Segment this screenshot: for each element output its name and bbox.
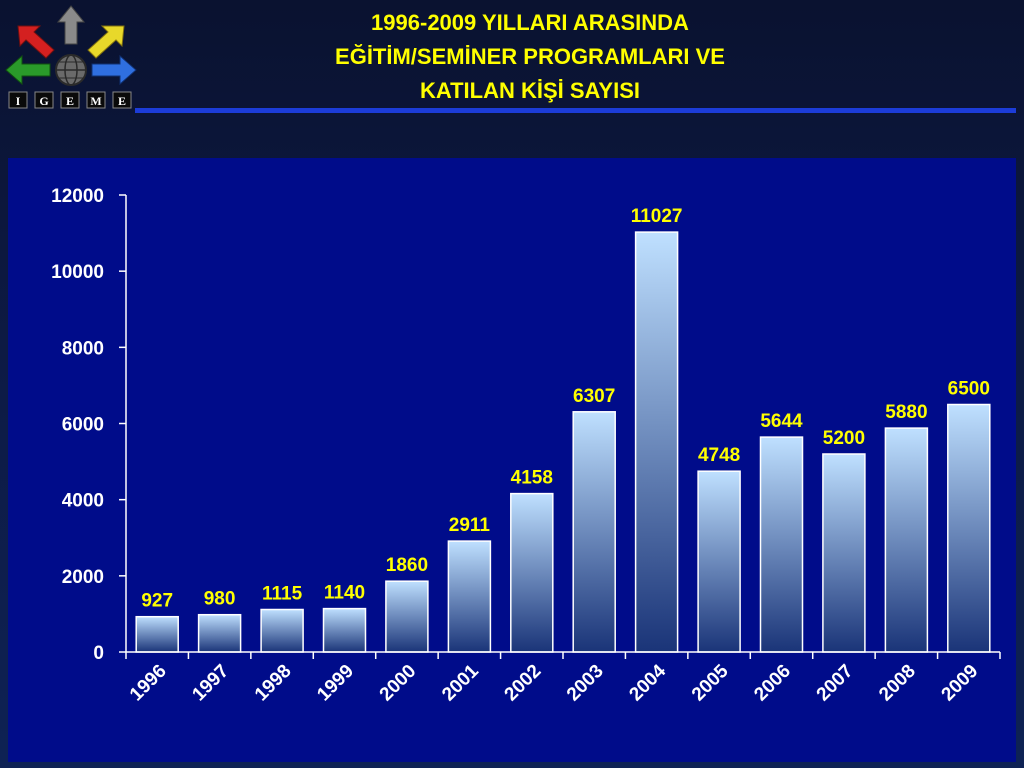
data-label-1997: 980	[204, 589, 236, 610]
data-label-1996: 927	[141, 591, 173, 612]
title-underline	[135, 108, 1016, 113]
y-tick-label-4000: 4000	[62, 491, 104, 512]
data-label-2006: 5644	[760, 411, 803, 432]
bar-2009	[947, 403, 991, 653]
page-title: 1996-2009 YILLARI ARASINDA EĞİTİM/SEMİNE…	[170, 6, 890, 108]
data-label-2001: 2911	[449, 515, 491, 536]
bar-2002	[510, 492, 554, 653]
x-tick-label-2009: 2009	[938, 661, 983, 706]
bar-2004	[634, 231, 679, 653]
title-line-3: KATILAN KİŞİ SAYISI	[419, 78, 641, 103]
logo-letter: E	[118, 94, 126, 108]
logo-letter: M	[90, 94, 101, 108]
bar-1999	[322, 607, 367, 653]
x-tick-label-1998: 1998	[251, 661, 296, 706]
data-label-2000: 1860	[386, 555, 428, 576]
title-line-2: EĞİTİM/SEMİNER PROGRAMLARI VE	[335, 44, 725, 69]
bars-group: 927 980 1115 1140 1860 2911 4158 6307 11027 4748 5…	[135, 206, 991, 653]
y-tick-label-6000: 6000	[62, 415, 104, 436]
y-tick-label-8000: 8000	[62, 338, 104, 359]
x-tick-label-2006: 2006	[750, 661, 795, 706]
x-tick-label-2002: 2002	[501, 661, 546, 706]
logo-letter-box	[86, 91, 106, 109]
logo-letter-box	[34, 91, 54, 109]
bar-2003	[572, 411, 616, 653]
x-tick-label-1996: 1996	[126, 661, 171, 706]
logo-letter-box	[60, 91, 80, 109]
data-label-2005: 4748	[698, 445, 740, 466]
x-tick-label-1999: 1999	[313, 661, 358, 706]
logo-arrow-blue	[91, 54, 137, 86]
x-tick-label-2008: 2008	[875, 661, 920, 706]
data-label-1998: 1115	[262, 584, 303, 605]
x-tick-label-2000: 2000	[376, 661, 421, 706]
logo-letter: E	[66, 94, 74, 108]
x-tick-label-1997: 1997	[188, 661, 233, 706]
logo-arrow-green	[5, 54, 51, 86]
bar-2006	[759, 436, 804, 653]
bar-1996	[135, 615, 179, 653]
y-tick-label-10000: 10000	[51, 262, 104, 283]
logo-letter: G	[39, 94, 48, 108]
logo-letter-box	[112, 91, 132, 109]
logo-letter-box	[8, 91, 28, 109]
data-label-2003: 6307	[573, 386, 615, 407]
logo-arrow-yellow	[87, 25, 125, 59]
x-tick-label-2007: 2007	[813, 661, 858, 706]
data-label-1999: 1140	[324, 583, 365, 604]
data-label-2008: 5880	[885, 402, 927, 423]
data-label-2009: 6500	[948, 379, 990, 400]
title-line-1: 1996-2009 YILLARI ARASINDA	[371, 10, 689, 35]
x-tick-label-2004: 2004	[625, 660, 670, 705]
bar-1997	[197, 613, 242, 653]
data-label-2007: 5200	[823, 428, 865, 449]
x-tick-label-2003: 2003	[563, 661, 608, 706]
logo-letter: I	[16, 94, 21, 108]
bar-2007	[822, 453, 866, 653]
data-label-2004: 11027	[631, 206, 683, 227]
bar-1998	[260, 608, 304, 653]
bar-2005	[697, 470, 741, 653]
data-label-2002: 4158	[511, 468, 553, 489]
y-tick-label-12000: 12000	[51, 186, 104, 207]
y-tick-label-2000: 2000	[62, 567, 104, 588]
logo-arrow-up	[56, 5, 86, 45]
x-tick-label-2005: 2005	[688, 660, 733, 705]
y-tick-label-0: 0	[93, 643, 104, 664]
x-tick-label-2001: 2001	[438, 660, 483, 705]
bar-2000	[385, 580, 429, 653]
bar-2008	[884, 427, 929, 653]
logo-arrow-red	[17, 25, 55, 59]
bar-2001	[447, 540, 492, 653]
